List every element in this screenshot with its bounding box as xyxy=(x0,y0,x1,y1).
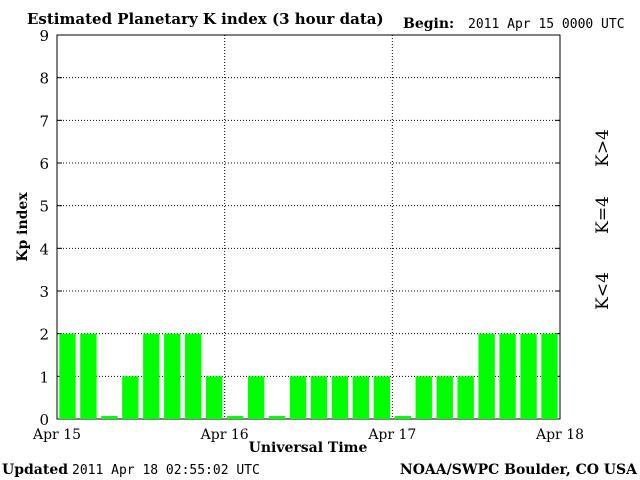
y-tick-label: 2 xyxy=(39,326,49,344)
kp-bar xyxy=(499,333,516,419)
kp-bar xyxy=(520,333,537,419)
y-tick-label: 7 xyxy=(39,112,49,130)
begin-value: 2011 Apr 15 0000 UTC xyxy=(468,17,625,32)
legend-k-greater-4: K>4 xyxy=(593,129,613,167)
updated-label: Updated xyxy=(2,462,68,478)
legend-k-less-4: K<4 xyxy=(593,272,613,310)
kp-bar xyxy=(331,376,349,419)
kp-bar xyxy=(185,333,202,419)
y-tick-label: 6 xyxy=(39,155,49,173)
x-tick-label: Apr 15 xyxy=(32,427,81,443)
kp-bar xyxy=(101,416,118,419)
kp-bar xyxy=(59,333,76,419)
y-tick-label: 0 xyxy=(39,411,49,429)
kp-bar xyxy=(478,333,495,419)
begin-label: Begin: xyxy=(403,16,454,32)
y-tick-label: 5 xyxy=(39,198,49,216)
kp-bar xyxy=(268,416,286,419)
x-tick-label: Apr 17 xyxy=(367,427,416,443)
x-axis-label: Universal Time xyxy=(249,440,368,456)
chart-title: Estimated Planetary K index (3 hour data… xyxy=(27,10,384,28)
x-tick-label: Apr 16 xyxy=(200,427,249,443)
source-credit: NOAA/SWPC Boulder, CO USA xyxy=(400,462,638,478)
kp-bar xyxy=(310,376,328,419)
y-axis-label: Kp index xyxy=(15,192,31,262)
kp-bar xyxy=(226,416,244,419)
y-tick-label: 1 xyxy=(39,368,49,386)
y-tick-label: 3 xyxy=(39,283,49,301)
legend-k-equal-4: K=4 xyxy=(593,196,613,234)
x-tick-label: Apr 18 xyxy=(535,427,584,443)
updated-value: 2011 Apr 18 02:55:02 UTC xyxy=(72,463,260,478)
grid-lines xyxy=(57,34,560,420)
kp-bar xyxy=(122,376,139,419)
kp-bar xyxy=(415,376,432,419)
kp-bar xyxy=(80,333,97,419)
kp-bar xyxy=(206,376,223,419)
kp-bar xyxy=(143,333,160,419)
y-tick-label: 4 xyxy=(39,240,49,258)
bars-group xyxy=(59,333,558,419)
kp-bar xyxy=(247,376,265,419)
y-tick-label: 8 xyxy=(39,70,49,88)
kp-bar xyxy=(436,376,453,419)
kp-bar xyxy=(289,376,307,419)
plot-frame xyxy=(56,34,561,420)
y-tick-label: 9 xyxy=(39,27,49,45)
kp-bar xyxy=(352,376,370,419)
y-tick-labels: 0 1 2 3 4 5 6 7 8 9 xyxy=(39,27,49,429)
x-tick-labels: Apr 15 Apr 16 Apr 17 Apr 18 xyxy=(32,427,584,443)
kp-bar xyxy=(164,333,181,419)
kp-bar xyxy=(394,416,411,419)
kp-bar xyxy=(373,376,391,419)
kp-bar xyxy=(457,376,474,419)
kp-bar xyxy=(541,333,558,419)
